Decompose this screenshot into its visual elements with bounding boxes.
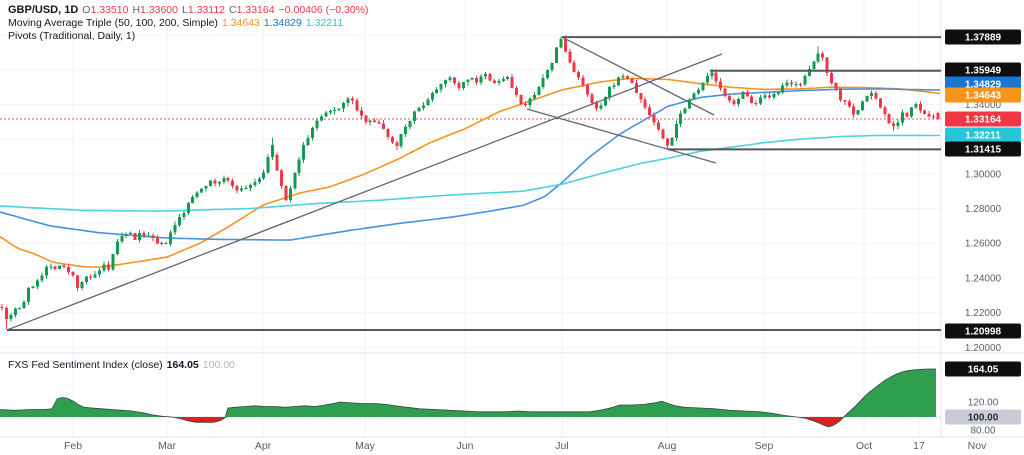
axis-badge-1.34643 (945, 87, 1021, 103)
svg-text:1.32211: 1.32211 (965, 131, 1001, 142)
sentiment-area[interactable] (0, 368, 941, 428)
sentiment-axis-tick: 80.00 (970, 426, 995, 437)
time-axis-label-Nov: Nov (968, 440, 987, 452)
axis-badge-1.33164 (945, 111, 1021, 127)
axis-badge-1.37889 (945, 29, 1021, 45)
ma200-value: 1.32211 (305, 17, 344, 29)
time-axis-label-Feb: Feb (64, 440, 82, 452)
sentiment-area-positive (0, 369, 936, 417)
time-axis-label-17: 17 (913, 440, 925, 452)
ma100-value: 1.34829 (263, 17, 302, 29)
time-axis-label-Aug: Aug (658, 440, 677, 452)
axis-badge-1.32211 (945, 127, 1021, 143)
low-value: L1.33112 (182, 4, 226, 16)
time-axis[interactable]: Feb Mar Apr May Jun Jul Aug Sep Oct 17 Nov (64, 440, 987, 452)
ma-indicator-row[interactable]: Moving Average Triple (50, 100, 200, Sim… (8, 17, 369, 30)
time-axis-label-Mar: Mar (158, 440, 177, 452)
pivots-indicator-row[interactable]: Pivots (Traditional, Daily, 1) (8, 30, 369, 43)
price-axis-tick: 1.34000 (965, 100, 1002, 111)
axis-badge-164.05 (945, 361, 1021, 377)
price-axis-tick: 1.24000 (965, 273, 1002, 284)
svg-text:100.00: 100.00 (968, 413, 999, 424)
change-value: −0.00406 (−0.30%) (278, 4, 369, 16)
sentiment-axis-tick: 120.00 (968, 398, 999, 409)
high-value: H1.33600 (132, 4, 178, 16)
svg-text:1.34643: 1.34643 (965, 91, 1002, 102)
sentiment-axis[interactable]: 164.05 120.00 100.00 80.00 (945, 361, 1021, 437)
time-axis-label-Jul: Jul (555, 440, 568, 452)
candles[interactable] (0, 35, 940, 330)
pivot-level-lines[interactable] (7, 36, 941, 331)
price-axis-tick: 1.30000 (965, 169, 1002, 180)
sentiment-area-negative (0, 417, 936, 427)
pivots-indicator-label[interactable]: Pivots (Traditional, Daily, 1) (8, 30, 136, 42)
axis-badge-1.35949 (945, 62, 1021, 78)
sentiment-value: 164.05 (166, 359, 199, 371)
ma-line-ma200 (0, 134, 940, 212)
svg-text:1.31415: 1.31415 (965, 145, 1002, 156)
time-axis-label-Jun: Jun (457, 440, 474, 452)
ma50-value: 1.34643 (221, 17, 260, 29)
svg-text:1.37889: 1.37889 (965, 33, 1002, 44)
svg-text:1.35949: 1.35949 (965, 66, 1002, 77)
sentiment-row[interactable]: FXS Fed Sentiment Index (close) 164.05 1… (8, 359, 235, 372)
svg-text:1.20998: 1.20998 (965, 327, 1002, 338)
sentiment-baseline-value: 100.00 (202, 359, 235, 371)
svg-text:1.34829: 1.34829 (965, 80, 1002, 91)
time-axis-label-Oct: Oct (856, 440, 872, 452)
axis-badge-1.31415 (945, 141, 1021, 157)
time-axis-label-Apr: Apr (255, 440, 272, 452)
sentiment-legend: FXS Fed Sentiment Index (close) 164.05 1… (8, 359, 235, 372)
symbol-title[interactable]: GBP/USD, 1D (8, 4, 79, 16)
sentiment-label[interactable]: FXS Fed Sentiment Index (close) (8, 359, 163, 371)
time-axis-label-May: May (355, 440, 376, 452)
axis-badge-100.00 (945, 409, 1021, 425)
price-axis[interactable]: 1.34000 1.30000 1.28000 1.26000 1.24000 1.220… (945, 29, 1021, 354)
trend-lines[interactable] (6, 36, 723, 331)
time-axis-label-Sep: Sep (755, 440, 774, 452)
ohlc-row[interactable]: GBP/USD, 1D O1.33510 H1.33600 L1.33112 C… (8, 4, 369, 17)
svg-text:1.33164: 1.33164 (965, 115, 1002, 126)
svg-text:164.05: 164.05 (968, 365, 999, 376)
price-axis-tick: 1.28000 (965, 204, 1002, 215)
pane-separators (0, 0, 1024, 438)
price-axis-tick: 1.22000 (965, 308, 1002, 319)
ma-line-ma100 (0, 88, 941, 241)
axis-badge-1.20998 (945, 323, 1021, 339)
price-axis-tick: 1.26000 (965, 239, 1002, 250)
ma-indicator-label[interactable]: Moving Average Triple (50, 100, 200, Sim… (8, 17, 218, 29)
close-value: C1.33164 (229, 4, 275, 16)
price-axis-tick: 1.20000 (965, 343, 1002, 354)
main-legend: GBP/USD, 1D O1.33510 H1.33600 L1.33112 C… (8, 4, 369, 43)
open-value: O1.33510 (82, 4, 129, 16)
gridlines (0, 0, 941, 437)
